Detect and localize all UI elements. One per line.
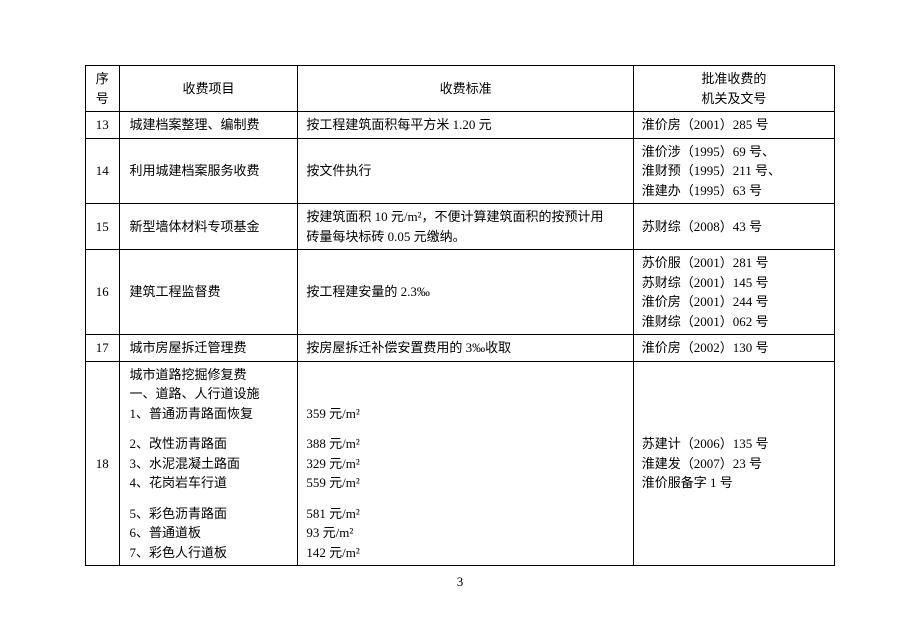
- cell-standard: 388 元/m² 329 元/m² 559 元/m²: [298, 426, 633, 501]
- cell-seq: 18: [86, 361, 120, 566]
- cell-approval: 苏财综（2008）43 号: [633, 204, 834, 250]
- cell-standard: 按工程建筑面积每平方米 1.20 元: [298, 112, 633, 139]
- cell-standard: 359 元/m²: [298, 361, 633, 426]
- header-seq: 序 号: [86, 66, 120, 112]
- cell-approval: 淮价涉（1995）69 号、 淮财预（1995）211 号、 淮建办（1995）…: [633, 138, 834, 204]
- cell-seq: 16: [86, 250, 120, 335]
- fee-table: 序 号 收费项目 收费标准 批准收费的 机关及文号 13 城建档案整理、编制费 …: [85, 65, 835, 566]
- cell-item: 建筑工程监督费: [119, 250, 298, 335]
- cell-seq: 15: [86, 204, 120, 250]
- cell-item: 城建档案整理、编制费: [119, 112, 298, 139]
- table-row: 17 城市房屋拆迁管理费 按房屋拆迁补偿安置费用的 3‰收取 淮价房（2002）…: [86, 335, 835, 362]
- page-number: 3: [457, 574, 464, 590]
- cell-item: 2、改性沥青路面 3、水泥混凝土路面 4、花岗岩车行道: [119, 426, 298, 501]
- cell-approval: 苏建计（2006）135 号 淮建发（2007）23 号 淮价服备字 1 号: [633, 361, 834, 566]
- cell-item: 5、彩色沥青路面 6、普通道板 7、彩色人行道板: [119, 501, 298, 566]
- cell-approval: 淮价房（2001）285 号: [633, 112, 834, 139]
- cell-approval: 淮价房（2002）130 号: [633, 335, 834, 362]
- table-row: 15 新型墙体材料专项基金 按建筑面积 10 元/m²，不便计算建筑面积的按预计…: [86, 204, 835, 250]
- cell-item: 城市房屋拆迁管理费: [119, 335, 298, 362]
- cell-standard: 581 元/m² 93 元/m² 142 元/m²: [298, 501, 633, 566]
- cell-item: 利用城建档案服务收费: [119, 138, 298, 204]
- cell-item: 城市道路挖掘修复费 一、道路、人行道设施 1、普通沥青路面恢复: [119, 361, 298, 426]
- header-standard: 收费标准: [298, 66, 633, 112]
- cell-standard: 按工程建安量的 2.3‰: [298, 250, 633, 335]
- table-row: 16 建筑工程监督费 按工程建安量的 2.3‰ 苏价服（2001）281 号 苏…: [86, 250, 835, 335]
- cell-seq: 13: [86, 112, 120, 139]
- cell-standard: 按建筑面积 10 元/m²，不便计算建筑面积的按预计用 砖量每块标砖 0.05 …: [298, 204, 633, 250]
- table-row: 14 利用城建档案服务收费 按文件执行 淮价涉（1995）69 号、 淮财预（1…: [86, 138, 835, 204]
- header-row: 序 号 收费项目 收费标准 批准收费的 机关及文号: [86, 66, 835, 112]
- header-item: 收费项目: [119, 66, 298, 112]
- cell-approval: 苏价服（2001）281 号 苏财综（2001）145 号 淮价房（2001）2…: [633, 250, 834, 335]
- cell-standard: 按房屋拆迁补偿安置费用的 3‰收取: [298, 335, 633, 362]
- table-row: 13 城建档案整理、编制费 按工程建筑面积每平方米 1.20 元 淮价房（200…: [86, 112, 835, 139]
- cell-item: 新型墙体材料专项基金: [119, 204, 298, 250]
- cell-seq: 14: [86, 138, 120, 204]
- cell-seq: 17: [86, 335, 120, 362]
- cell-standard: 按文件执行: [298, 138, 633, 204]
- table-row-18-block: 18 城市道路挖掘修复费 一、道路、人行道设施 1、普通沥青路面恢复 359 元…: [86, 361, 835, 426]
- header-approval: 批准收费的 机关及文号: [633, 66, 834, 112]
